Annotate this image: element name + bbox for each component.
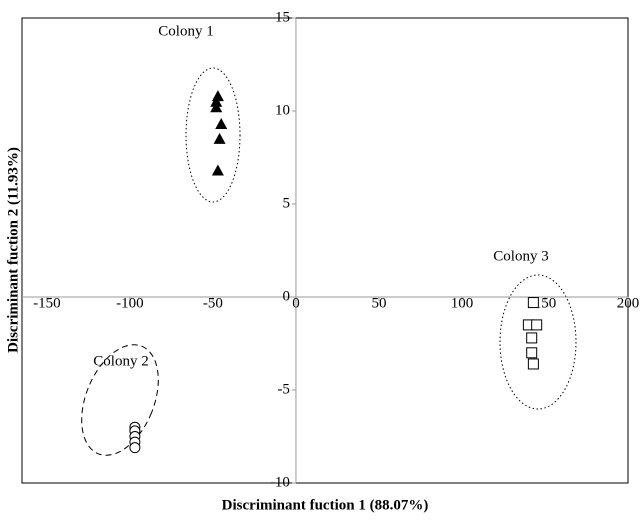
point bbox=[526, 332, 538, 344]
y-tick-label: 5 bbox=[282, 195, 290, 211]
y-tick-label: 10 bbox=[275, 102, 290, 118]
plot-frame bbox=[21, 17, 629, 484]
annotation: Colony 3 bbox=[493, 248, 548, 264]
annotation: Colony 1 bbox=[158, 23, 213, 39]
cluster-ellipse bbox=[499, 274, 577, 410]
annotation: Colony 2 bbox=[93, 353, 148, 369]
point bbox=[210, 101, 223, 113]
y-tick-label: 0 bbox=[282, 288, 290, 304]
y-tick-label: -10 bbox=[270, 474, 290, 490]
point bbox=[210, 95, 223, 107]
x-tick-label: -150 bbox=[33, 295, 61, 311]
point bbox=[215, 118, 228, 130]
x-tick-label: -50 bbox=[203, 295, 223, 311]
point bbox=[527, 358, 539, 370]
point bbox=[527, 297, 539, 309]
cluster-ellipse bbox=[185, 67, 241, 203]
point bbox=[531, 319, 543, 331]
y-tick-label: -5 bbox=[277, 381, 290, 397]
x-tick-label: 150 bbox=[534, 295, 557, 311]
x-axis-title: Discriminant fuction 1 (88.07%) bbox=[222, 497, 429, 513]
x-tick-label: 200 bbox=[617, 295, 640, 311]
x-tick-label: -100 bbox=[116, 295, 144, 311]
cluster-ellipse bbox=[81, 344, 159, 456]
y-axis-title: Discriminant fuction 2 (11.93%) bbox=[5, 147, 21, 353]
point bbox=[526, 347, 538, 359]
point bbox=[129, 442, 141, 454]
point bbox=[211, 164, 224, 176]
x-tick-label: 100 bbox=[451, 295, 474, 311]
y-tick-label: 15 bbox=[275, 9, 290, 25]
point bbox=[213, 132, 226, 144]
x-tick-label: 0 bbox=[292, 295, 300, 311]
x-tick-label: 50 bbox=[371, 295, 386, 311]
